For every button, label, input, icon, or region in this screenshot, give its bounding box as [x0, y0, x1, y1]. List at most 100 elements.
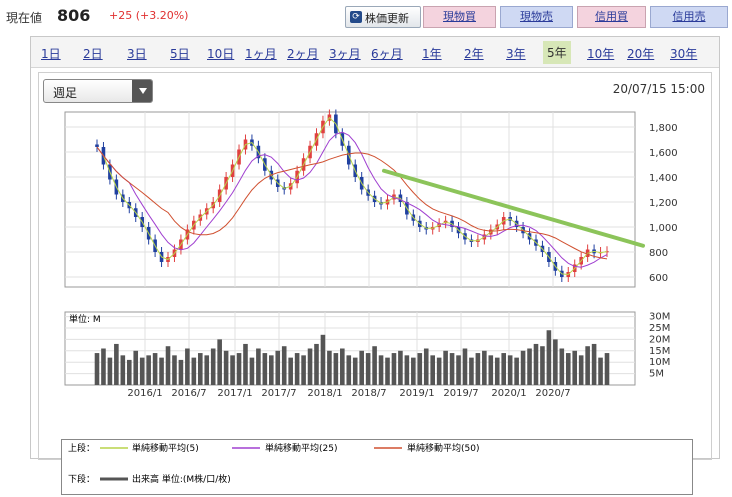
tab-3d[interactable]: 3日 [127, 47, 147, 61]
margin-sell-button[interactable]: 信用売 [650, 6, 728, 28]
volume-bar [553, 339, 558, 385]
tab-3y[interactable]: 3年 [506, 47, 526, 61]
tab-5d[interactable]: 5日 [170, 47, 190, 61]
volume-bar [391, 353, 397, 385]
volume-bar [249, 357, 255, 385]
volume-bar [133, 350, 139, 385]
volume-bar [294, 353, 300, 385]
volume-bar [436, 357, 442, 385]
tab-2y[interactable]: 2年 [464, 47, 484, 61]
tab-5y[interactable]: 5年 [543, 41, 571, 64]
volume-bar [514, 357, 519, 385]
volume-bar [146, 355, 151, 385]
volume-bar [546, 330, 552, 385]
volume-bar [172, 355, 177, 385]
volume-bar [165, 346, 171, 385]
volume-unit-label: 単位: M [69, 313, 101, 325]
price-tick-label: 1,200 [649, 198, 678, 209]
x-tick-label: 2020/7 [535, 388, 570, 399]
volume-bars [94, 330, 610, 385]
volume-bar [262, 353, 268, 385]
tab-1d[interactable]: 1日 [41, 47, 61, 61]
volume-bar [449, 353, 455, 385]
volume-bar [540, 346, 545, 385]
chevron-down-icon [132, 80, 152, 102]
refresh-price-button[interactable]: ⟳ 株価更新 [345, 6, 421, 28]
volume-bar [359, 350, 364, 385]
volume-bar [572, 350, 578, 385]
volume-bar [565, 353, 571, 385]
tab-10d[interactable]: 10日 [207, 47, 235, 61]
legend-upper-label: 上段： [68, 442, 95, 454]
volume-bar [527, 348, 532, 385]
volume-bar [301, 355, 306, 385]
volume-bar [217, 339, 222, 385]
ma5-line [96, 116, 608, 276]
tab-10y[interactable]: 10年 [587, 47, 615, 61]
volume-bar [314, 343, 319, 385]
volume-bar [120, 355, 126, 385]
quote-header: 現在値 806 +25 (+3.20%) ⟳ 株価更新 現物買 現物売 信用買 … [0, 0, 732, 32]
cash-sell-button[interactable]: 現物売 [500, 6, 573, 28]
tab-2d[interactable]: 2日 [83, 47, 103, 61]
volume-bar [430, 355, 435, 385]
refresh-price-label: 株価更新 [365, 12, 409, 25]
volume-bar [372, 346, 377, 385]
volume-bar [469, 357, 474, 385]
volume-bar [152, 353, 158, 385]
cash-buy-button[interactable]: 現物買 [423, 6, 496, 28]
price-tick-label: 600 [649, 273, 668, 284]
x-tick-label: 2018/7 [351, 388, 386, 399]
volume-bar [114, 343, 119, 385]
volume-bar [346, 355, 352, 385]
x-tick-label: 2017/1 [217, 388, 252, 399]
volume-bar [494, 357, 500, 385]
tab-6m[interactable]: 6ヶ月 [371, 47, 403, 61]
price-tick-label: 800 [649, 248, 668, 259]
price-plot-frame [64, 111, 636, 288]
period-select[interactable]: 週足 [43, 79, 153, 103]
tab-30y[interactable]: 30年 [670, 47, 698, 61]
chart-legend: 上段： 単純移動平均(5) 単純移動平均(25) 単純移動平均(50) 下段： … [61, 439, 693, 495]
tab-20y[interactable]: 20年 [627, 47, 655, 61]
legend-volume-label: 出来高 単位:(M株/口/枚) [132, 473, 231, 485]
volume-bar [520, 350, 526, 385]
volume-bar [475, 353, 481, 385]
volume-bar [178, 359, 184, 385]
volume-bar [126, 359, 132, 385]
volume-bar [281, 346, 287, 385]
volume-bar [101, 348, 106, 385]
moving-averages [96, 116, 608, 276]
volume-bar [307, 348, 313, 385]
volume-bar [559, 348, 565, 385]
volume-bar [604, 353, 610, 385]
volume-tick-label: 20M [649, 334, 670, 345]
volume-bar [598, 357, 603, 385]
volume-bar [507, 355, 513, 385]
volume-bar [197, 353, 203, 385]
volume-bar [578, 355, 584, 385]
price-grid [65, 112, 635, 287]
volume-bar [320, 334, 326, 385]
x-tick-label: 2016/7 [171, 388, 206, 399]
trendline-group [382, 168, 645, 248]
period-tabs: 1日 2日 3日 5日 10日 1ヶ月 2ヶ月 3ヶ月 6ヶ月 1年 2年 3年… [31, 37, 719, 68]
tab-1m[interactable]: 1ヶ月 [245, 47, 277, 61]
volume-bar [256, 348, 261, 385]
volume-bar [533, 343, 539, 385]
x-tick-label: 2020/1 [491, 388, 526, 399]
volume-bar [94, 353, 100, 385]
volume-bar [139, 357, 145, 385]
tab-1y[interactable]: 1年 [422, 47, 442, 61]
tab-3m[interactable]: 3ヶ月 [329, 47, 361, 61]
volume-bar [185, 348, 190, 385]
volume-bar [243, 343, 248, 385]
volume-bar [204, 355, 210, 385]
legend-lower-label: 下段： [68, 473, 95, 485]
tab-2m[interactable]: 2ヶ月 [287, 47, 319, 61]
trendline [382, 168, 645, 248]
volume-bar [333, 353, 339, 385]
margin-buy-button[interactable]: 信用買 [577, 6, 646, 28]
